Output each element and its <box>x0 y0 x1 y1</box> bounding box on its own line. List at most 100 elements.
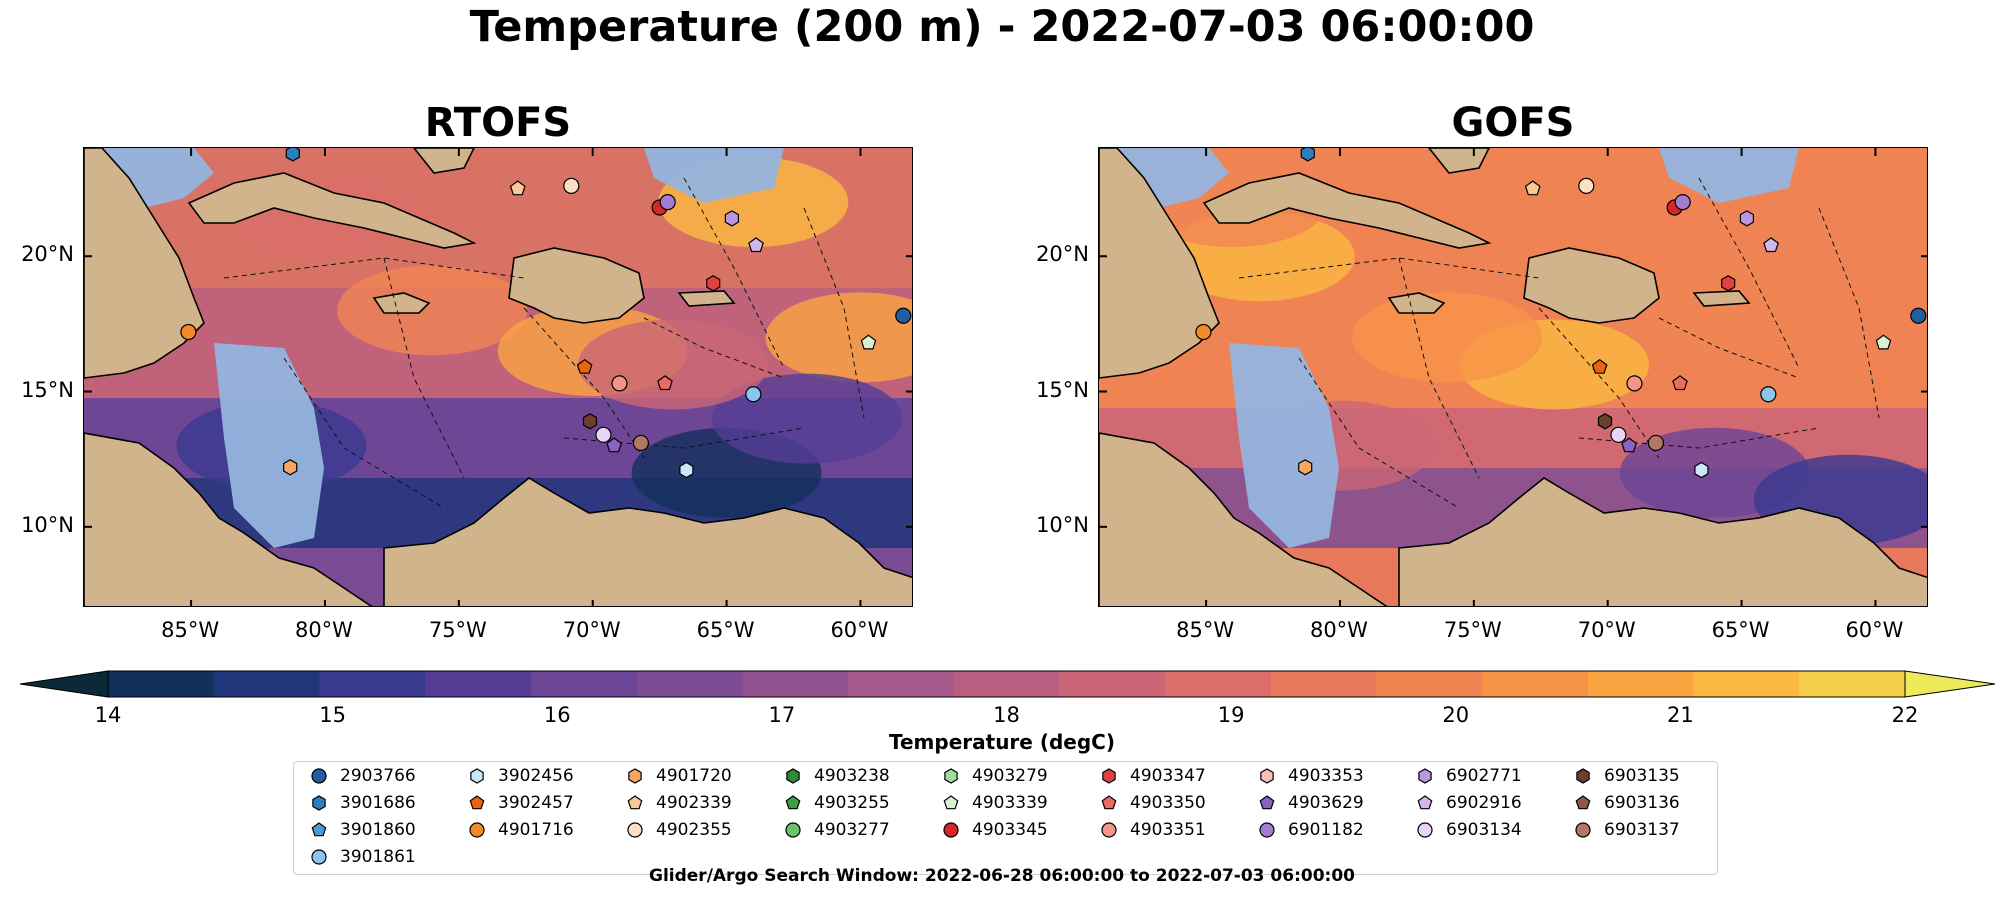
colorbar-tick-label: 20 <box>1442 703 1470 727</box>
legend-item: 2903766 <box>310 766 416 786</box>
land-mass <box>1099 432 1388 606</box>
float-marker-4903629 <box>606 437 623 453</box>
colorbar-extend-low <box>19 670 109 698</box>
legend-item: 6902916 <box>1416 793 1522 813</box>
legend-label: 3901861 <box>340 847 416 867</box>
rtofs-title: RTOFS <box>424 100 572 146</box>
x-tick-label: 75°W <box>1443 618 1502 642</box>
legend-label: 2903766 <box>340 766 416 786</box>
legend-label: 4903279 <box>972 766 1048 786</box>
float-marker-4903350 <box>1672 375 1688 391</box>
legend-item: 4903279 <box>942 766 1048 786</box>
legend-item: 4903629 <box>1258 793 1364 813</box>
legend-label: 6903135 <box>1604 766 1680 786</box>
legend-label: 6902916 <box>1446 793 1522 813</box>
float-marker-3902457 <box>576 358 593 374</box>
shallow-shelf <box>1659 148 1799 203</box>
legend-item: 4903347 <box>1100 766 1206 786</box>
legend-marker-4903350 <box>1101 795 1117 810</box>
legend-label: 4903353 <box>1288 766 1364 786</box>
colorbar-tick-label: 19 <box>1217 703 1245 727</box>
float-marker-4903350 <box>657 375 673 391</box>
legend-item: 4903353 <box>1258 766 1364 786</box>
legend-label: 4903238 <box>814 766 890 786</box>
legend-label: 4903629 <box>1288 793 1364 813</box>
colorbar-tick-label: 17 <box>768 703 796 727</box>
boundary-line <box>1818 207 1880 419</box>
boundary-line <box>223 257 525 279</box>
float-marker-6903134 <box>1610 426 1627 443</box>
float-marker-4901720 <box>1298 459 1313 476</box>
float-marker-6903135 <box>582 413 598 430</box>
float-marker-6902916 <box>1763 237 1779 253</box>
float-marker-4903351 <box>1626 375 1643 392</box>
colorbar-frame <box>107 670 1906 698</box>
legend-item: 3901861 <box>310 847 416 867</box>
legend-label: 4903339 <box>972 793 1048 813</box>
legend-item: 4903277 <box>784 820 890 840</box>
legend-marker-4903347 <box>1102 768 1116 784</box>
legend-marker-4903279 <box>944 768 958 784</box>
boundary-line <box>1238 257 1540 279</box>
y-tick-label: 10°N <box>21 512 74 537</box>
colorbar-segment <box>1482 671 1589 697</box>
boundary-line <box>523 307 645 459</box>
legend-item: 3901860 <box>310 820 416 840</box>
land-mass <box>1099 148 1220 379</box>
legend-marker-3901686 <box>312 795 326 811</box>
float-marker-4903339 <box>1875 334 1892 350</box>
legend-label: 4903350 <box>1130 793 1206 813</box>
legend-label: 4903347 <box>1130 766 1206 786</box>
float-marker-3902457 <box>1591 358 1608 374</box>
float-marker-4903629 <box>1621 437 1638 453</box>
boundary-line <box>643 317 785 379</box>
float-marker-4903339 <box>860 334 877 350</box>
colorbar-tick-label: 22 <box>1891 703 1919 727</box>
colorbar-segment <box>1799 671 1906 697</box>
legend-item: 6903136 <box>1574 793 1680 813</box>
legend-item: 4903339 <box>942 793 1048 813</box>
colorbar-segment <box>636 671 743 697</box>
land-mass <box>1202 172 1492 249</box>
legend-marker-3902456 <box>470 768 484 784</box>
colorbar-segment <box>1165 671 1272 697</box>
legend-item: 4902339 <box>626 793 732 813</box>
temperature-region <box>337 265 528 356</box>
legend-label: 4902355 <box>656 820 732 840</box>
x-tick-label: 70°W <box>1577 618 1636 642</box>
x-tick-label: 75°W <box>428 618 487 642</box>
legend-marker-4903629 <box>1259 795 1275 810</box>
legend-marker-6903134 <box>1417 822 1433 838</box>
legend-label: 3902457 <box>498 793 574 813</box>
legend-marker-4903277 <box>785 822 801 838</box>
x-tick-label: 85°W <box>161 618 220 642</box>
colorbar-segment <box>213 671 320 697</box>
float-marker-4902339 <box>509 180 526 196</box>
legend-marker-2903766 <box>311 768 327 784</box>
legend-item: 6903137 <box>1574 820 1680 840</box>
legend-item: 3902456 <box>468 766 574 786</box>
float-marker-6901182 <box>659 194 676 211</box>
legend-label: 4903255 <box>814 793 890 813</box>
land-mass <box>187 172 477 249</box>
legend-label: 4903277 <box>814 820 890 840</box>
float-marker-3902456 <box>679 461 694 479</box>
legend-item: 3902457 <box>468 793 574 813</box>
legend-label: 3902456 <box>498 766 574 786</box>
colorbar-segment <box>1059 671 1166 697</box>
colorbar-tick-label: 15 <box>319 703 346 727</box>
float-marker-3901861 <box>745 386 762 403</box>
legend-label: 6903134 <box>1446 820 1522 840</box>
colorbar-segment <box>319 671 426 697</box>
temperature-region <box>1352 292 1543 383</box>
legend-item: 3901686 <box>310 793 416 813</box>
legend-marker-4901716 <box>469 822 485 838</box>
legend-marker-6902771 <box>1418 768 1432 784</box>
legend-item: 4902355 <box>626 820 732 840</box>
legend-item: 4903238 <box>784 766 890 786</box>
legend-marker-4903351 <box>1101 822 1117 838</box>
boundary-line <box>383 257 465 479</box>
shallow-shelf <box>1229 343 1339 548</box>
legend-label: 3901860 <box>340 820 416 840</box>
legend-item: 4901720 <box>626 766 732 786</box>
